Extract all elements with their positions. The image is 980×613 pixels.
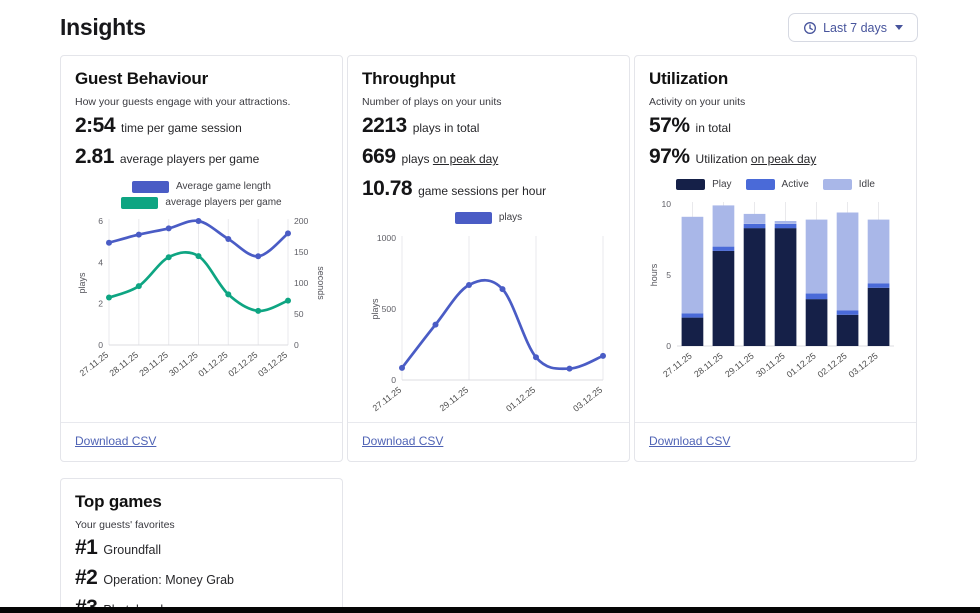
throughput-legend: plays: [362, 211, 615, 224]
card-subtitle: Your guests' favorites: [75, 518, 175, 531]
card-subtitle: Activity on your units: [649, 96, 746, 108]
svg-text:30.11.25: 30.11.25: [754, 350, 787, 379]
svg-text:29.11.25: 29.11.25: [438, 384, 471, 413]
svg-text:500: 500: [382, 304, 397, 314]
utilization-chart: 0 5 10 hours 27.11.2528.11.2529.11.2530.11.2…: [649, 199, 894, 379]
svg-text:50: 50: [294, 309, 304, 319]
svg-text:plays: plays: [77, 271, 87, 293]
svg-text:01.12.25: 01.12.25: [504, 384, 537, 413]
svg-text:28.11.25: 28.11.25: [692, 350, 725, 379]
card-guest-behaviour: Guest Behaviour How your guests engage w…: [60, 55, 343, 462]
svg-text:200: 200: [294, 216, 309, 226]
svg-text:0: 0: [294, 340, 299, 350]
cards-row-top: Guest Behaviour How your guests engage w…: [60, 55, 918, 462]
download-csv-link[interactable]: Download CSV: [75, 433, 157, 448]
card-footer: Download CSV: [635, 421, 916, 461]
card-subtitle: Number of plays on your units: [362, 96, 502, 108]
svg-text:03.12.25: 03.12.25: [847, 350, 880, 379]
legend-chip-navy: [676, 178, 706, 190]
svg-text:hours: hours: [649, 263, 659, 286]
svg-text:5: 5: [666, 270, 671, 280]
svg-text:0: 0: [98, 340, 103, 350]
rank-1: #1 Groundfall: [75, 535, 162, 559]
chevron-down-icon: [895, 25, 903, 30]
card-title: Throughput: [362, 69, 456, 88]
legend-chip-green: [121, 196, 159, 209]
page-header: Insights Last 7 days: [60, 0, 918, 42]
legend-chip-blue: [132, 180, 170, 193]
stat-avg-players: 2.81 average players per game: [75, 145, 260, 169]
card-title: Guest Behaviour: [75, 69, 209, 88]
card-utilization: Utilization Activity on your units 57% i…: [634, 55, 917, 462]
svg-text:100: 100: [294, 278, 309, 288]
legend-chip-blue: [454, 211, 492, 224]
legend-item-active: Active: [745, 178, 809, 190]
svg-text:4: 4: [98, 257, 103, 267]
rank-2: #2 Operation: Money Grab: [75, 566, 234, 590]
legend-chip-light-blue: [822, 178, 852, 190]
svg-text:28.11.25: 28.11.25: [107, 349, 140, 378]
stat-plays-peak-day: 669 plays on peak day: [362, 145, 499, 169]
card-throughput: Throughput Number of plays on your units…: [347, 55, 630, 462]
date-range-label: Last 7 days: [823, 20, 887, 35]
stat-utilization-total: 57% in total: [649, 114, 731, 137]
stat-plays-total: 2213 plays in total: [362, 114, 480, 137]
svg-text:01.12.25: 01.12.25: [785, 350, 818, 379]
svg-text:2: 2: [98, 298, 103, 308]
stat-sessions-per-hour: 10.78 game sessions per hour: [362, 176, 547, 200]
download-csv-link[interactable]: Download CSV: [649, 433, 731, 448]
screen-bottom-edge: [0, 607, 980, 613]
card-title: Utilization: [649, 69, 729, 88]
download-csv-link[interactable]: Download CSV: [362, 433, 444, 448]
peak-day-link[interactable]: on peak day: [432, 152, 499, 167]
svg-text:02.12.25: 02.12.25: [816, 350, 849, 379]
guest-behaviour-legend: Average game length average players per …: [75, 180, 328, 209]
legend-item-play: Play: [676, 178, 732, 190]
svg-text:27.11.25: 27.11.25: [661, 350, 694, 379]
card-top-games: Top games Your guests' favorites #1 Grou…: [60, 477, 343, 613]
guest-behaviour-chart: 0 2 4 6 plays 0 50 100 150 200 seconds 27.11.2528.1…: [77, 216, 326, 379]
card-subtitle: How your guests engage with your attract…: [75, 96, 291, 108]
svg-text:6: 6: [98, 216, 103, 226]
svg-text:0: 0: [666, 341, 671, 351]
svg-text:03.12.25: 03.12.25: [571, 384, 604, 413]
svg-text:01.12.25: 01.12.25: [196, 349, 229, 378]
svg-text:02.12.25: 02.12.25: [226, 349, 259, 378]
svg-text:27.11.25: 27.11.25: [78, 349, 111, 378]
legend-item-game-length: Average game length: [132, 180, 271, 193]
page-title: Insights: [60, 14, 146, 40]
legend-item-plays: plays: [454, 211, 522, 224]
legend-chip-blue: [745, 178, 775, 190]
stat-utilization-peak: 97% Utilization on peak day: [649, 145, 817, 169]
card-footer: Download CSV: [348, 421, 629, 461]
card-footer: Download CSV: [61, 421, 342, 461]
svg-text:29.11.25: 29.11.25: [137, 349, 170, 378]
svg-text:150: 150: [294, 247, 309, 257]
svg-text:0: 0: [391, 375, 396, 385]
utilization-legend: Play Active Idle: [649, 178, 902, 190]
date-range-dropdown[interactable]: Last 7 days: [788, 13, 918, 42]
peak-day-link[interactable]: on peak day: [750, 152, 817, 167]
svg-text:03.12.25: 03.12.25: [256, 349, 289, 378]
svg-text:30.11.25: 30.11.25: [167, 349, 200, 378]
svg-text:29.11.25: 29.11.25: [723, 350, 756, 379]
legend-item-idle: Idle: [822, 178, 875, 190]
cards-row-bottom: Top games Your guests' favorites #1 Grou…: [60, 477, 918, 613]
svg-text:plays: plays: [370, 298, 380, 320]
svg-text:27.11.25: 27.11.25: [371, 384, 404, 413]
throughput-chart: 0 500 1000 plays 27.11.25 29.11.25 01.12.25 03.…: [370, 233, 606, 413]
svg-text:1000: 1000: [377, 233, 396, 243]
svg-text:seconds: seconds: [316, 266, 326, 300]
svg-text:10: 10: [661, 199, 671, 209]
stat-time-per-session: 2:54 time per game session: [75, 114, 242, 137]
legend-item-players: average players per game: [121, 196, 282, 209]
card-title: Top games: [75, 491, 162, 511]
clock-icon: [803, 21, 817, 35]
